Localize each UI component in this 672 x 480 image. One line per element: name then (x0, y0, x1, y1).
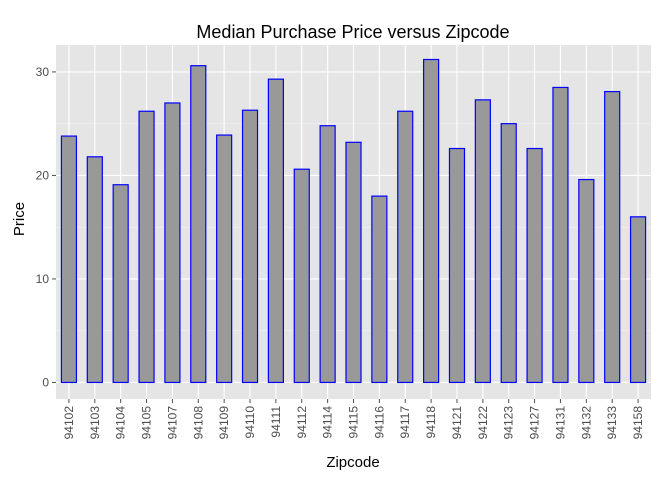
x-tick-label: 94133 (605, 406, 619, 440)
x-tick-label: 94122 (476, 406, 490, 440)
bar-94122 (474, 99, 491, 384)
y-axis-label: Price (11, 202, 28, 236)
y-tick-label: 10 (36, 272, 50, 286)
x-tick-label: 94158 (631, 406, 645, 440)
y-tick-label: 30 (36, 65, 50, 79)
bar-94158 (629, 216, 647, 384)
x-tick-label: 94123 (502, 406, 516, 440)
x-tick-label: 94117 (398, 406, 412, 439)
y-axis: 0 10 20 30 (36, 65, 56, 389)
bar-94114 (319, 125, 336, 384)
x-tick-label: 94121 (450, 406, 464, 440)
x-tick-label: 94114 (321, 406, 335, 439)
bar-94116 (371, 195, 388, 384)
x-tick-label: 94110 (243, 406, 257, 439)
bar-94111 (267, 78, 284, 384)
y-tick-label: 0 (42, 375, 49, 389)
bar-94132 (578, 178, 595, 384)
y-tick-label: 20 (36, 168, 50, 182)
bar-94104 (112, 184, 129, 384)
bar-94110 (241, 109, 259, 384)
x-tick-label: 94132 (579, 406, 593, 440)
bar-94121 (448, 147, 466, 384)
x-tick-label: 94104 (114, 406, 128, 440)
x-tick-label: 94103 (88, 406, 102, 440)
x-tick-label: 94108 (191, 406, 205, 440)
bar-94115 (345, 141, 362, 384)
bar-94103 (86, 156, 103, 384)
x-tick-label: 94109 (217, 406, 231, 440)
bar-94109 (216, 134, 233, 384)
x-axis-label: Zipcode (326, 454, 379, 471)
x-tick-label: 94111 (269, 406, 283, 438)
x-axis: 94102 94103 94104 94105 94107 94108 94109 94110… (62, 399, 645, 439)
x-tick-label: 94112 (295, 406, 309, 439)
x-tick-label: 94115 (347, 406, 361, 439)
bar-94131 (552, 86, 569, 384)
x-tick-label: 94107 (165, 406, 179, 440)
bar-94102 (60, 135, 78, 384)
bar-94117 (397, 110, 414, 384)
bar-94123 (500, 123, 517, 384)
bar-94118 (423, 58, 440, 384)
bar-94112 (293, 168, 310, 384)
bars (60, 58, 647, 384)
x-tick-label: 94118 (424, 406, 438, 439)
x-tick-label: 94116 (372, 406, 386, 439)
bar-94127 (526, 147, 543, 384)
x-tick-label: 94127 (528, 406, 542, 440)
x-tick-label: 94131 (553, 406, 567, 440)
chart-title: Median Purchase Price versus Zipcode (196, 22, 509, 42)
bar-94133 (604, 90, 621, 384)
bar-94107 (164, 102, 181, 384)
bar-94108 (190, 65, 207, 384)
x-tick-label: 94102 (62, 406, 76, 440)
bar-94105 (138, 110, 155, 384)
x-tick-label: 94105 (140, 406, 154, 440)
